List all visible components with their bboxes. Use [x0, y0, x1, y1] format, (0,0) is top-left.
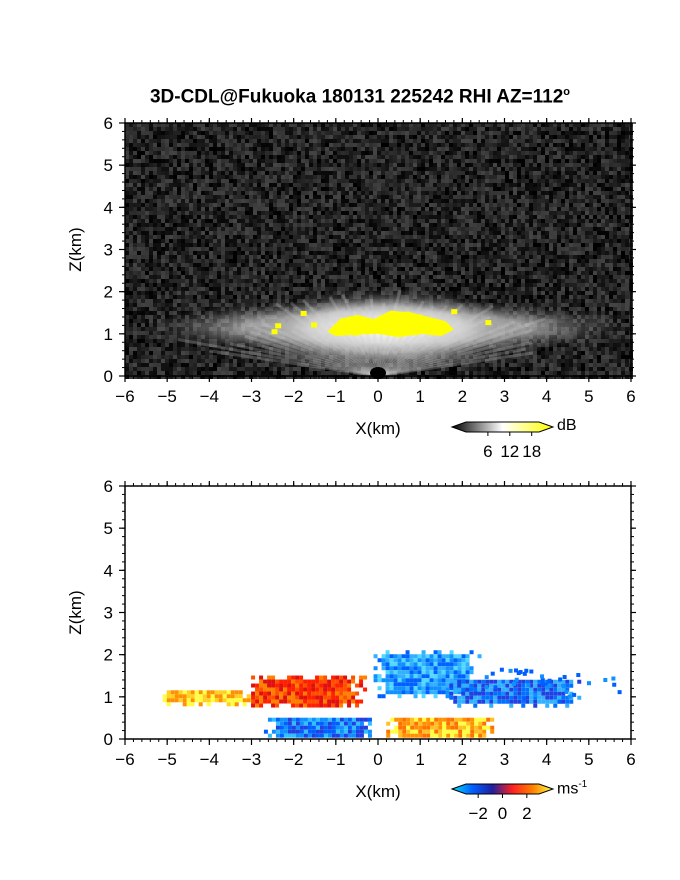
- y-tick-label: 1: [104, 325, 113, 344]
- colorbar-tick-label: −2: [468, 804, 487, 823]
- x-tick-label: 0: [373, 387, 382, 406]
- x-tick-label: −6: [115, 387, 134, 406]
- y-tick-label: 5: [104, 519, 113, 538]
- velocity-field: [162, 650, 622, 738]
- y-tick-label: 6: [104, 477, 113, 496]
- y-tick-label: 3: [104, 604, 113, 623]
- x-tick-label: −1: [326, 750, 345, 769]
- y-tick-label: 5: [104, 156, 113, 175]
- x-tick-label: 6: [626, 387, 635, 406]
- colorbar-2: −2 0 2: [450, 783, 555, 823]
- colorbar-tick-label: 0: [498, 804, 507, 823]
- x-tick-label: 3: [500, 387, 509, 406]
- y-tick-label: 2: [104, 283, 113, 302]
- x-tick-label: 3: [500, 750, 509, 769]
- x-tick-label: 0: [373, 750, 382, 769]
- y-tick-label: 4: [104, 561, 113, 580]
- x-tick-label: −1: [326, 387, 345, 406]
- axes-2: −6 −5 −4 −3 −2 −1 0 1 2 3 4 5 6 0 1 2 3 4 5 6 X(km) Z(km): [66, 477, 636, 801]
- x-tick-label: −6: [115, 750, 134, 769]
- x-tick-label: 2: [458, 750, 467, 769]
- y-tick-label: 6: [104, 114, 113, 133]
- colorbar-tick-label: 2: [522, 804, 531, 823]
- x-tick-label: 1: [415, 387, 424, 406]
- x-axis-label: X(km): [355, 782, 400, 801]
- x-tick-label: −3: [242, 750, 261, 769]
- colorbar-unit-top: dB: [557, 417, 577, 434]
- y-tick-label: 2: [104, 646, 113, 665]
- axes-1: −6 −5 −4 −3 −2 −1 0 1 2 3 4 5 6 0 1 2 3 4 5 6 X(km) Z(km): [66, 114, 636, 438]
- x-tick-label: 4: [542, 750, 551, 769]
- y-tick-label: 0: [104, 730, 113, 749]
- x-tick-label: −5: [157, 387, 176, 406]
- y-tick-label: 3: [104, 241, 113, 260]
- colorbar-unit-bottom: ms-1: [557, 779, 588, 798]
- reflectivity-field: [125, 123, 637, 379]
- x-axis-label: X(km): [355, 419, 400, 438]
- x-tick-label: −2: [284, 750, 303, 769]
- colorbar-tick-label: 6: [483, 442, 492, 461]
- chart-title: 3D-CDL@Fukuoka 180131 225242 RHI AZ=112o: [149, 86, 571, 108]
- y-tick-label: 4: [104, 198, 113, 217]
- x-tick-label: −4: [200, 750, 219, 769]
- x-tick-label: −2: [284, 387, 303, 406]
- x-tick-label: −5: [157, 750, 176, 769]
- colorbar-tick-label: 12: [500, 442, 519, 461]
- x-tick-label: 6: [626, 750, 635, 769]
- x-tick-label: 5: [584, 387, 593, 406]
- x-tick-label: −3: [242, 387, 261, 406]
- y-axis-label: Z(km): [66, 227, 85, 271]
- y-tick-label: 1: [104, 688, 113, 707]
- y-tick-label: 0: [104, 367, 113, 386]
- high-reflectivity-core: [327, 310, 454, 338]
- x-tick-label: 4: [542, 387, 551, 406]
- colorbar-1: 6 12 18: [450, 421, 555, 461]
- x-tick-label: 1: [415, 750, 424, 769]
- x-tick-label: 5: [584, 750, 593, 769]
- colorbar-tick-label: 18: [522, 442, 541, 461]
- y-axis-label: Z(km): [66, 590, 85, 634]
- x-tick-label: −4: [200, 387, 219, 406]
- x-tick-label: 2: [458, 387, 467, 406]
